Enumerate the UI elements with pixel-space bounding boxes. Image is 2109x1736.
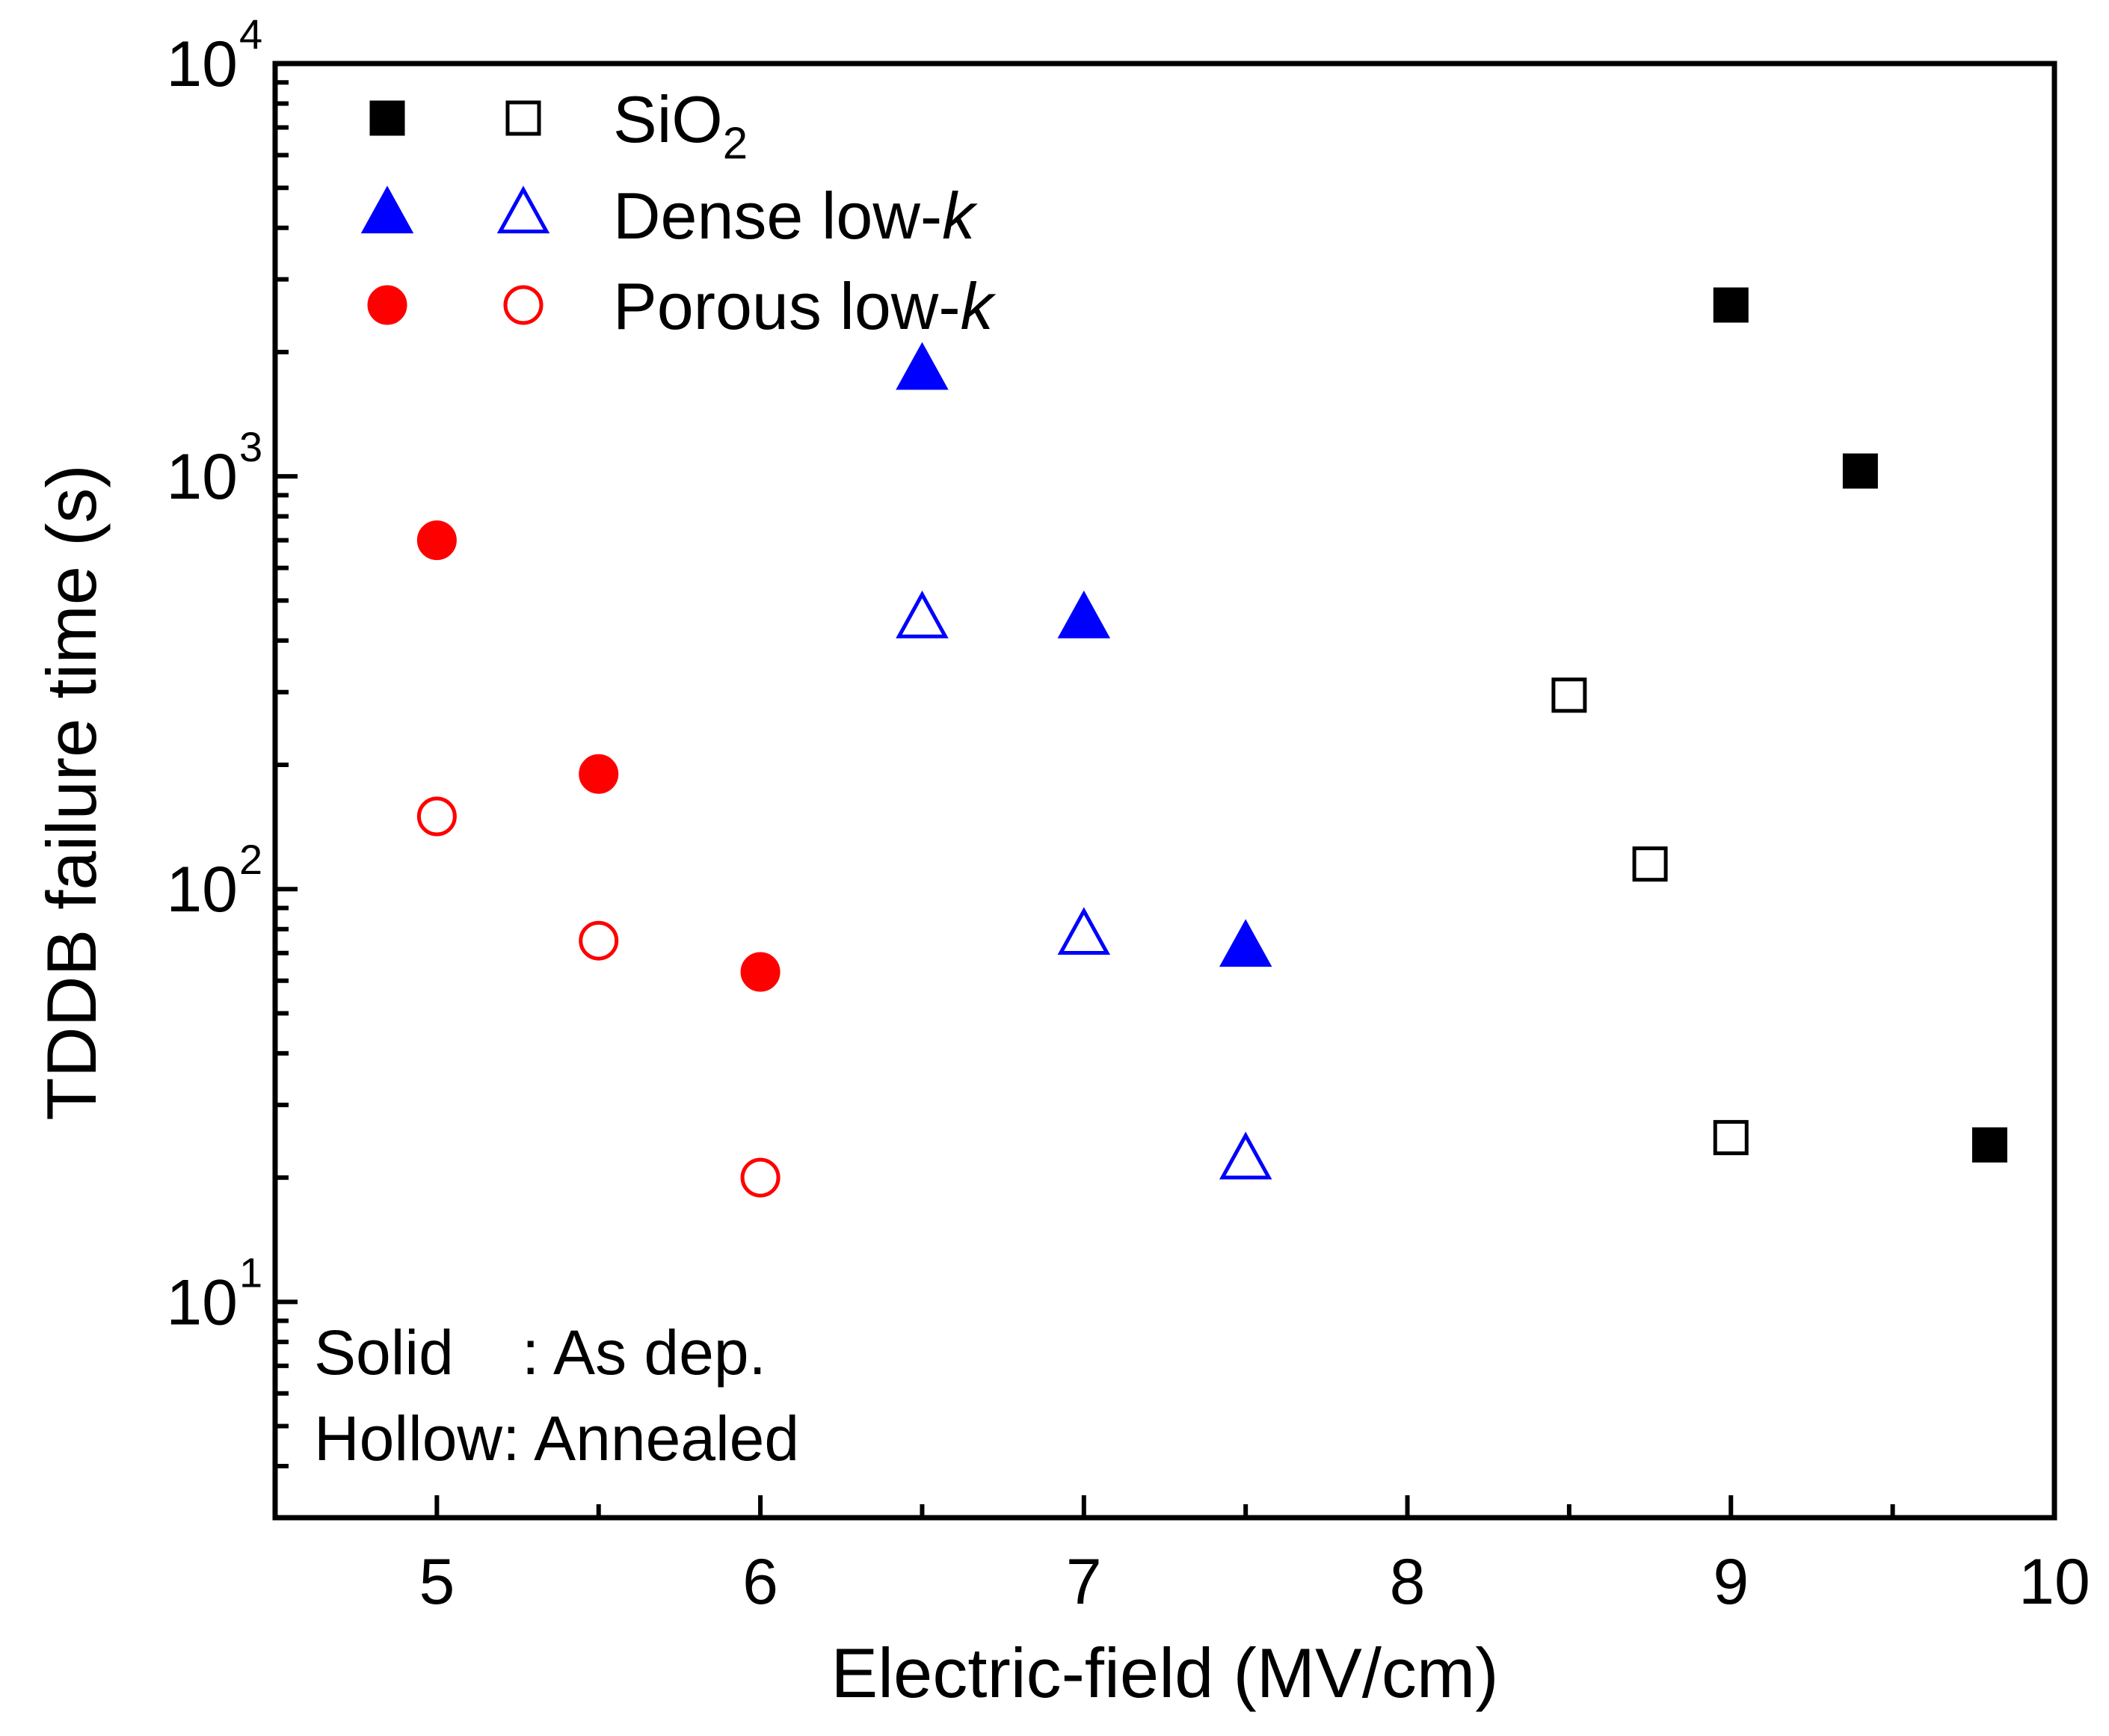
legend-marker-solid — [367, 285, 407, 325]
data-point — [416, 796, 457, 837]
x-tick-label: 6 — [742, 1546, 778, 1618]
y-tick-base: 10 — [166, 441, 238, 513]
note-hollow: Hollow: Annealed — [314, 1403, 799, 1474]
y-tick-base: 10 — [166, 28, 238, 100]
series-group — [416, 796, 781, 1198]
data-point — [1713, 1120, 1749, 1156]
series-group — [1551, 677, 1749, 1156]
data-point — [896, 590, 949, 638]
plot-frame — [272, 61, 2057, 1521]
legend: SiO2 Dense low-k Porous low-k — [360, 82, 997, 343]
series-group — [896, 342, 1272, 967]
series-group — [416, 520, 781, 992]
legend-label: SiO2 — [613, 82, 748, 168]
y-tick-label: 10 4 — [166, 10, 262, 100]
x-axis-title: Electric-field (MV/cm) — [831, 1634, 1498, 1712]
data-point — [1713, 287, 1749, 323]
y-tick-exponent: 1 — [239, 1249, 262, 1296]
data-point — [416, 520, 457, 561]
note-solid-label: Solid — [314, 1317, 454, 1388]
data-point — [579, 754, 619, 794]
data-point — [1057, 907, 1111, 955]
y-tick-exponent: 3 — [239, 423, 262, 470]
legend-entry: Porous low-k — [367, 269, 997, 343]
legend-label: Dense low-k — [613, 179, 978, 253]
marker-style-note: Solid : As dep. Hollow: Annealed — [314, 1317, 799, 1474]
data-point — [740, 1157, 781, 1198]
data-points — [416, 287, 2007, 1198]
y-tick-exponent: 2 — [239, 836, 262, 883]
data-point — [1219, 919, 1272, 967]
legend-marker-hollow — [505, 100, 541, 136]
data-point — [740, 952, 781, 992]
x-tick-label: 8 — [1390, 1546, 1426, 1618]
series-group — [1713, 287, 2007, 1163]
y-tick-base: 10 — [166, 854, 238, 926]
y-tick-label: 10 2 — [166, 836, 262, 926]
legend-marker-hollow — [496, 185, 550, 234]
data-point — [1971, 1127, 2007, 1163]
data-point — [579, 920, 619, 961]
legend-entry: Dense low-k — [360, 179, 978, 253]
y-axis-title: TDDB failure time (s) — [32, 464, 111, 1120]
legend-marker-solid — [369, 100, 405, 136]
legend-label: Porous low-k — [613, 269, 997, 343]
legend-entry: SiO2 — [369, 82, 748, 168]
legend-marker-hollow — [503, 285, 544, 325]
data-point — [896, 342, 949, 390]
note-solid-value: : As dep. — [522, 1317, 766, 1388]
y-tick-label: 10 1 — [166, 1249, 262, 1338]
x-tick-label: 9 — [1713, 1546, 1749, 1618]
data-point — [1057, 590, 1111, 638]
x-tick-label: 10 — [2019, 1546, 2090, 1618]
data-point — [1842, 453, 1878, 489]
legend-marker-solid — [360, 185, 414, 234]
y-tick-label: 10 3 — [166, 423, 262, 513]
y-tick-exponent: 4 — [239, 10, 262, 58]
x-tick-label: 5 — [419, 1546, 455, 1618]
data-point — [1632, 846, 1668, 882]
x-tick-label: 7 — [1066, 1546, 1102, 1618]
data-point — [1219, 1131, 1272, 1180]
y-tick-base: 10 — [166, 1266, 238, 1338]
series-group — [896, 590, 1272, 1180]
data-point — [1551, 677, 1587, 713]
